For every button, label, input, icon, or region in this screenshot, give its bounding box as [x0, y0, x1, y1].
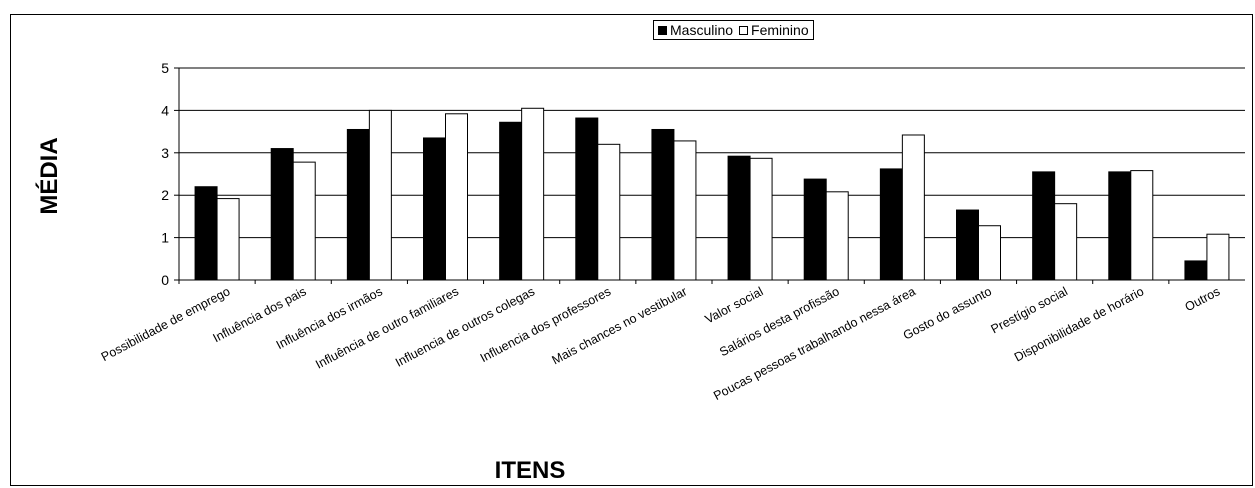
bar-masculino [423, 137, 446, 281]
x-tick-label: Outros [1183, 284, 1223, 314]
bar-feminino [901, 134, 925, 281]
legend-swatch-masculino [658, 25, 667, 35]
bar-masculino [1108, 171, 1132, 281]
x-tick-label: Possibilidade de emprego [99, 284, 233, 364]
x-tick-label: Influencia dos professores [478, 284, 613, 365]
bar-feminino [978, 225, 1001, 281]
y-tick-label: 4 [161, 102, 169, 118]
chart-frame [10, 14, 1253, 486]
bar-masculino [956, 209, 979, 281]
bar-feminino [1206, 233, 1230, 281]
plot-area [179, 68, 1245, 280]
legend-label-feminino: Feminino [751, 22, 809, 38]
bar-feminino [673, 140, 697, 281]
bar-masculino [651, 128, 675, 281]
y-axis-title: MÉDIA [36, 137, 63, 215]
bar-feminino [825, 191, 849, 281]
bar-feminino [521, 107, 545, 281]
bar-masculino [346, 128, 370, 281]
bar-feminino [1054, 203, 1078, 281]
bar-feminino [1130, 170, 1154, 281]
legend-label-masculino: Masculino [670, 22, 734, 38]
bar-masculino [499, 121, 523, 281]
x-axis-title: ITENS [494, 457, 566, 484]
x-tick-label: Mais chances no vestibular [550, 284, 690, 367]
bar-feminino [749, 157, 773, 281]
bar-feminino [292, 161, 316, 281]
y-tick-label: 0 [161, 272, 169, 288]
legend-swatch-feminino [739, 25, 749, 35]
x-tick-label: Valor social [703, 284, 766, 326]
legend: Masculino Feminino [653, 20, 814, 40]
y-tick-label: 5 [161, 60, 169, 76]
bar-masculino [879, 168, 903, 281]
bar-masculino [803, 178, 827, 281]
bar-feminino [445, 113, 468, 281]
x-tick-label: Influencia de outros colegas [393, 284, 537, 369]
y-tick-label: 2 [161, 187, 169, 203]
bar-feminino [216, 198, 240, 281]
y-tick-label: 3 [161, 145, 169, 161]
bar-feminino [368, 109, 392, 281]
bar-masculino [270, 148, 294, 281]
bar-masculino [1032, 171, 1056, 281]
bar-masculino [194, 186, 218, 281]
y-tick-label: 1 [161, 230, 169, 246]
x-tick-label: Disponibilidade de horário [1012, 284, 1146, 364]
bar-masculino [575, 117, 599, 281]
bar-feminino [597, 143, 621, 281]
x-tick-label: Influência de outro familiares [313, 284, 461, 371]
bar-masculino [1184, 260, 1208, 281]
bar-masculino [727, 155, 751, 281]
